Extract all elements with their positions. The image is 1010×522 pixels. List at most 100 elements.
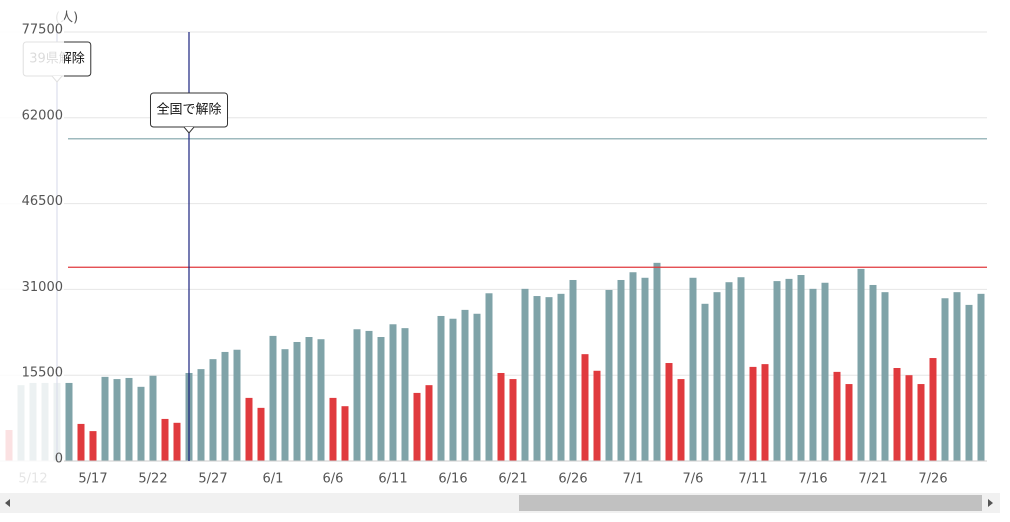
bar: [497, 372, 505, 461]
bar: [605, 289, 613, 461]
scroll-left[interactable]: [5, 499, 10, 507]
y-tick-label: 0: [55, 452, 63, 467]
bar: [137, 386, 145, 461]
bar: [689, 277, 697, 461]
bar: [941, 298, 949, 461]
bar: [353, 329, 361, 461]
bar: [725, 282, 733, 461]
y-tick-label: 15500: [22, 366, 63, 381]
y-tick-label: 46500: [22, 194, 63, 209]
x-tick-label: 6/26: [558, 472, 587, 487]
bar: [305, 337, 313, 461]
bar: [893, 368, 901, 461]
bar: [701, 303, 709, 461]
bar: [197, 369, 205, 461]
bar: [833, 371, 841, 461]
bar: [209, 359, 217, 461]
x-tick-label: 5/22: [138, 472, 167, 487]
bar: [65, 382, 73, 461]
bar: [869, 284, 877, 461]
x-tick-label: 6/1: [263, 472, 284, 487]
x-tick-label: 6/6: [323, 472, 344, 487]
bar: [533, 296, 541, 461]
bar: [773, 281, 781, 461]
x-tick-label: 7/11: [738, 472, 767, 487]
bar: [785, 278, 793, 461]
bar: [413, 392, 421, 461]
bar: [593, 370, 601, 461]
bar: [269, 335, 277, 461]
x-tick-label: 6/21: [498, 472, 527, 487]
bar: [233, 349, 241, 461]
annotation-pointer: [183, 126, 195, 134]
bar: [905, 375, 913, 461]
bar: [677, 379, 685, 461]
annotation-label: 全国で解除: [156, 102, 221, 118]
bar: [653, 262, 661, 461]
annotation: 全国で解除: [149, 32, 229, 461]
bar: [161, 418, 169, 461]
bar: [929, 358, 937, 461]
scroll-right[interactable]: [988, 499, 993, 507]
bar: [389, 324, 397, 461]
bar: [809, 288, 817, 461]
x-tick-label: 6/11: [378, 472, 407, 487]
scroll-fade: [0, 0, 64, 492]
x-tick-label: 6/16: [438, 472, 467, 487]
bar: [485, 293, 493, 461]
bar: [89, 431, 97, 461]
bar: [713, 292, 721, 461]
bar: [317, 339, 325, 461]
x-tick-label: 5/17: [78, 472, 107, 487]
bar: [857, 268, 865, 461]
bar: [629, 272, 637, 461]
bar: [737, 277, 745, 461]
bar: [257, 407, 265, 461]
bar: [425, 385, 433, 461]
bar: [245, 397, 253, 461]
bar: [101, 376, 109, 461]
bar: [341, 406, 349, 461]
x-tick-label: 5/27: [198, 472, 227, 487]
x-tick-label: 7/6: [683, 472, 704, 487]
y-tick-label: 77500: [22, 23, 63, 38]
bar: [557, 293, 565, 461]
bar: [113, 379, 121, 461]
bar: [329, 397, 337, 461]
bar: [221, 351, 229, 461]
bar: [509, 379, 517, 461]
bar: [641, 277, 649, 461]
bar: [365, 330, 373, 461]
bar: [665, 363, 673, 461]
bar: [449, 318, 457, 461]
bar: [521, 288, 529, 461]
bar: [581, 354, 589, 461]
bar: [149, 375, 157, 461]
bar: [797, 275, 805, 461]
bar: [173, 422, 181, 461]
x-tick-label: 7/21: [858, 472, 887, 487]
bar: [461, 309, 469, 461]
bar: [965, 304, 973, 461]
bar: [953, 292, 961, 461]
bar: [977, 293, 985, 461]
y-tick-label: 31000: [22, 280, 63, 295]
bar: [293, 341, 301, 461]
bar: [377, 337, 385, 461]
bar: [881, 292, 889, 461]
bar: [617, 279, 625, 461]
bar: [437, 315, 445, 461]
bar: [473, 313, 481, 461]
bar: [77, 423, 85, 461]
bar: [761, 364, 769, 461]
bar: [401, 328, 409, 461]
bar: [545, 297, 553, 461]
x-tick-label: 7/1: [623, 472, 644, 487]
bar: [281, 349, 289, 461]
x-tick-label: 7/16: [798, 472, 827, 487]
bar: [125, 377, 133, 461]
bar: [917, 384, 925, 461]
scroll-thumb[interactable]: [519, 495, 982, 511]
bar: [749, 366, 757, 461]
